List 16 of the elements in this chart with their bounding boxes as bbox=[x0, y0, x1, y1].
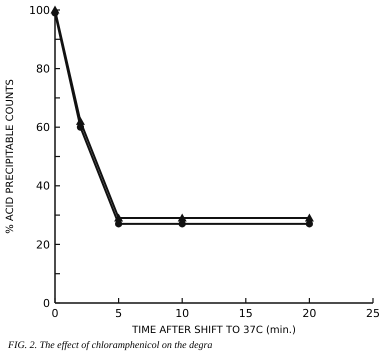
y-tick-label: 40 bbox=[36, 180, 50, 193]
y-tick-label: 100 bbox=[29, 4, 50, 17]
x-tick-label: 10 bbox=[175, 307, 190, 320]
y-axis-title: % ACID PRECIPITABLE COUNTS bbox=[5, 79, 16, 234]
y-tick-label: 0 bbox=[43, 296, 50, 310]
x-tick-label: 5 bbox=[115, 307, 122, 320]
y-tick-label: 80 bbox=[36, 62, 50, 76]
x-tick-label: 0 bbox=[52, 307, 58, 320]
x-tick-label: 20 bbox=[302, 307, 316, 320]
x-tick-label: 15 bbox=[238, 307, 253, 320]
caption: FIG. 2. The effect of chloramphenicol on the degra bbox=[7, 340, 212, 351]
x-tick-label: 25 bbox=[366, 307, 380, 320]
y-tick-label: 20 bbox=[36, 238, 50, 252]
point bbox=[76, 124, 84, 131]
y-tick-label: 60 bbox=[36, 121, 50, 134]
x-axis-title: TIME AFTER SHIFT TO 37C (min.) bbox=[131, 325, 296, 336]
